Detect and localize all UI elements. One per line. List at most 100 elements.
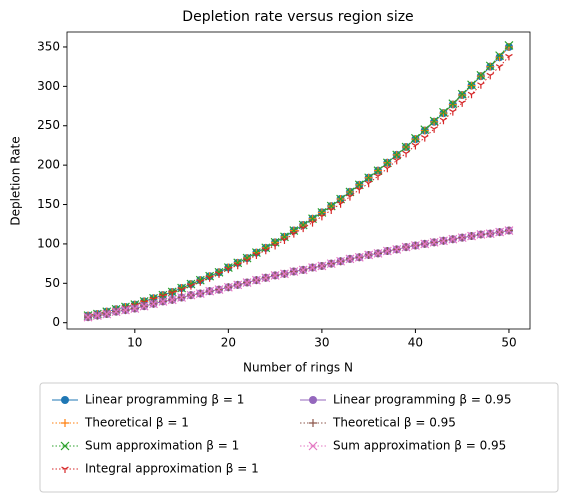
point [214,267,224,277]
x-axis-label: Number of rings N [243,361,353,375]
series-line [87,56,510,317]
point [410,241,420,250]
x-tick-label: 10 [127,336,142,350]
legend-label: Theoretical β = 0.95 [332,416,456,430]
point [83,312,93,322]
legend: Linear programming β = 1 Theoretical β = … [39,382,559,493]
point [280,232,289,242]
point [149,299,158,309]
point [261,243,271,253]
point [280,237,289,244]
point [327,207,336,215]
point [410,133,420,143]
point [121,305,130,315]
point [486,72,495,80]
point [251,275,261,285]
point [243,257,251,265]
point [439,107,448,117]
point [92,311,102,321]
point [392,150,402,160]
series [84,42,513,320]
point [223,263,233,272]
legend-label: Linear programming β = 0.95 [333,393,511,407]
series [84,226,513,322]
point [354,252,364,262]
y-tick-label: 0 [52,315,60,329]
point [205,271,215,281]
point [336,201,345,208]
point [186,279,196,289]
point [420,125,430,135]
y-tick-label: 350 [37,39,60,53]
point [299,225,307,233]
point [449,109,457,116]
legend-label: Theoretical β = 1 [84,416,189,430]
point [308,263,317,272]
point [167,287,177,297]
point [495,64,504,71]
point [233,262,242,270]
point [233,280,243,290]
point [364,250,374,260]
point [504,42,513,51]
point [373,166,383,176]
point [448,234,458,244]
legend-label: Sum approximation β = 0.95 [333,439,506,453]
point [158,290,168,300]
point [429,237,439,247]
y-tick-label: 250 [37,118,60,132]
point [430,126,438,133]
point [280,269,289,279]
point [485,61,495,71]
point [289,267,299,276]
point [326,259,336,269]
y-tick-label: 50 [45,276,60,290]
point [346,194,354,201]
point [392,157,401,165]
x-tick-label: 40 [408,336,423,350]
point [205,286,215,296]
y-tick-label: 300 [37,79,60,93]
point [420,135,429,142]
point [505,53,513,61]
point [411,142,420,150]
point [102,309,112,319]
plot-frame [66,31,531,330]
point [382,246,392,256]
point [383,165,392,173]
point [252,252,261,259]
point [458,100,466,107]
series [84,53,513,320]
point [60,441,70,451]
point [177,283,187,293]
series [84,226,513,322]
point [467,231,476,241]
legend-label: Sum approximation β = 1 [85,439,239,453]
point [205,275,214,282]
point [223,282,233,292]
legend-frame [39,382,559,493]
point [61,466,69,473]
point [457,233,467,243]
point [318,213,326,221]
point [271,242,279,250]
point [439,117,448,125]
point [130,304,140,313]
point [195,289,205,298]
point [495,227,505,237]
point [382,158,392,168]
point [242,278,252,287]
point [177,293,187,302]
point [485,229,495,239]
point [186,290,196,300]
point [224,266,233,274]
point [476,70,486,80]
point [467,91,476,99]
point [392,245,402,254]
x-tick-label: 50 [501,336,516,350]
point [195,275,205,285]
point [187,283,195,290]
point [477,82,485,89]
legend-label: Integral approximation β = 1 [85,462,259,476]
